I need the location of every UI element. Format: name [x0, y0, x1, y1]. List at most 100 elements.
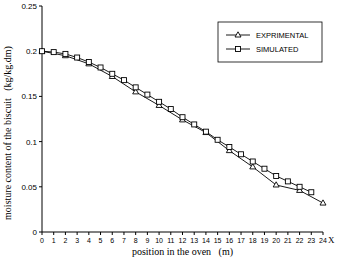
- x-tick-label: 20: [272, 237, 280, 244]
- x-tick-label: 23: [307, 237, 315, 244]
- x-tick: [100, 232, 101, 235]
- x-tick: [287, 232, 288, 235]
- x-tick: [88, 232, 89, 235]
- x-tick: [241, 232, 242, 235]
- point: [262, 166, 267, 171]
- x-tick-label: 7: [122, 237, 126, 244]
- x-tick: [112, 232, 113, 235]
- point: [51, 50, 56, 55]
- x-tick-label: 13: [190, 237, 198, 244]
- legend: EXPRIMENTAL SIMULATED: [218, 22, 322, 62]
- y-tick-label: 0.05: [21, 183, 37, 192]
- point: [215, 137, 220, 142]
- series-line: [42, 51, 323, 203]
- x-tick-label: 1: [52, 237, 56, 244]
- x-tick-label: 6: [110, 237, 114, 244]
- y-axis: [42, 6, 43, 232]
- point: [250, 159, 255, 164]
- legend-marker: [236, 47, 241, 52]
- point: [192, 122, 197, 127]
- point: [320, 200, 326, 205]
- series-line: [42, 51, 311, 192]
- x-tick-label: 2: [63, 237, 67, 244]
- y-axis-label: moisture content of the biscuit (kg/kg.d…: [2, 46, 14, 220]
- point: [227, 145, 232, 150]
- x-tick: [299, 232, 300, 235]
- x-tick-label: 19: [261, 237, 269, 244]
- point: [86, 60, 91, 65]
- x-tick-label: 22: [296, 237, 304, 244]
- point: [121, 78, 126, 83]
- y-tick: [39, 96, 42, 97]
- x-tick: [229, 232, 230, 235]
- legend-label: SIMULATED: [256, 45, 299, 54]
- x-tick: [182, 232, 183, 235]
- x-tick: [323, 232, 324, 235]
- legend-label: EXPRIMENTAL: [256, 31, 308, 40]
- x-tick-label: 15: [214, 237, 222, 244]
- point: [39, 48, 45, 53]
- plot-area: [39, 48, 326, 205]
- x-tick: [194, 232, 195, 235]
- x-tick-label: 5: [99, 237, 103, 244]
- legend-marker: [235, 32, 241, 37]
- point: [110, 71, 115, 76]
- legend-box: [218, 22, 322, 62]
- x-tick-label: 12: [179, 237, 187, 244]
- x-tick-label: 9: [145, 237, 149, 244]
- point: [75, 55, 80, 60]
- x-tick: [217, 232, 218, 235]
- point: [98, 65, 103, 70]
- point: [203, 129, 209, 134]
- x-tick: [311, 232, 312, 235]
- point: [40, 49, 45, 54]
- x-tick: [159, 232, 160, 235]
- x-tick-label: 18: [249, 237, 257, 244]
- y-tick: [39, 186, 42, 187]
- x-tick-label: 16: [225, 237, 233, 244]
- chart: 00.050.10.150.20.25012345678910111213141…: [0, 0, 340, 259]
- x-tick-label: 8: [134, 237, 138, 244]
- point: [203, 129, 208, 134]
- point: [239, 152, 244, 157]
- y-tick-label: 0.25: [21, 2, 37, 11]
- x-tick-label: 21: [284, 237, 292, 244]
- y-tick: [39, 141, 42, 142]
- y-tick-label: 0: [33, 228, 38, 237]
- axis-end-label: X: [328, 235, 335, 245]
- x-axis-label: position in the oven (m): [132, 246, 233, 258]
- point: [250, 164, 256, 169]
- y-tick-label: 0.15: [21, 92, 37, 101]
- point: [285, 179, 290, 184]
- x-tick-label: 24: [319, 237, 327, 244]
- x-tick-label: 14: [202, 237, 210, 244]
- x-tick-label: 0: [40, 237, 44, 244]
- x-tick-label: 4: [87, 237, 91, 244]
- x-tick: [147, 232, 148, 235]
- x-tick-label: 17: [237, 237, 245, 244]
- x-tick: [77, 232, 78, 235]
- point: [273, 182, 279, 187]
- point: [133, 85, 138, 90]
- y-tick-label: 0.1: [26, 138, 38, 147]
- point: [297, 184, 302, 189]
- point: [168, 107, 173, 112]
- x-tick: [123, 232, 124, 235]
- point: [145, 92, 150, 97]
- y-tick-label: 0.2: [26, 47, 38, 56]
- point: [309, 190, 314, 195]
- point: [180, 115, 185, 120]
- x-tick-label: 3: [75, 237, 79, 244]
- y-tick: [39, 6, 42, 7]
- x-tick: [170, 232, 171, 235]
- point: [274, 173, 279, 178]
- x-tick-label: 11: [167, 237, 174, 244]
- x-tick: [65, 232, 66, 235]
- point: [63, 51, 68, 56]
- x-tick: [264, 232, 265, 235]
- x-tick: [252, 232, 253, 235]
- x-tick: [53, 232, 54, 235]
- x-tick: [205, 232, 206, 235]
- x-tick: [276, 232, 277, 235]
- x-tick: [42, 232, 43, 235]
